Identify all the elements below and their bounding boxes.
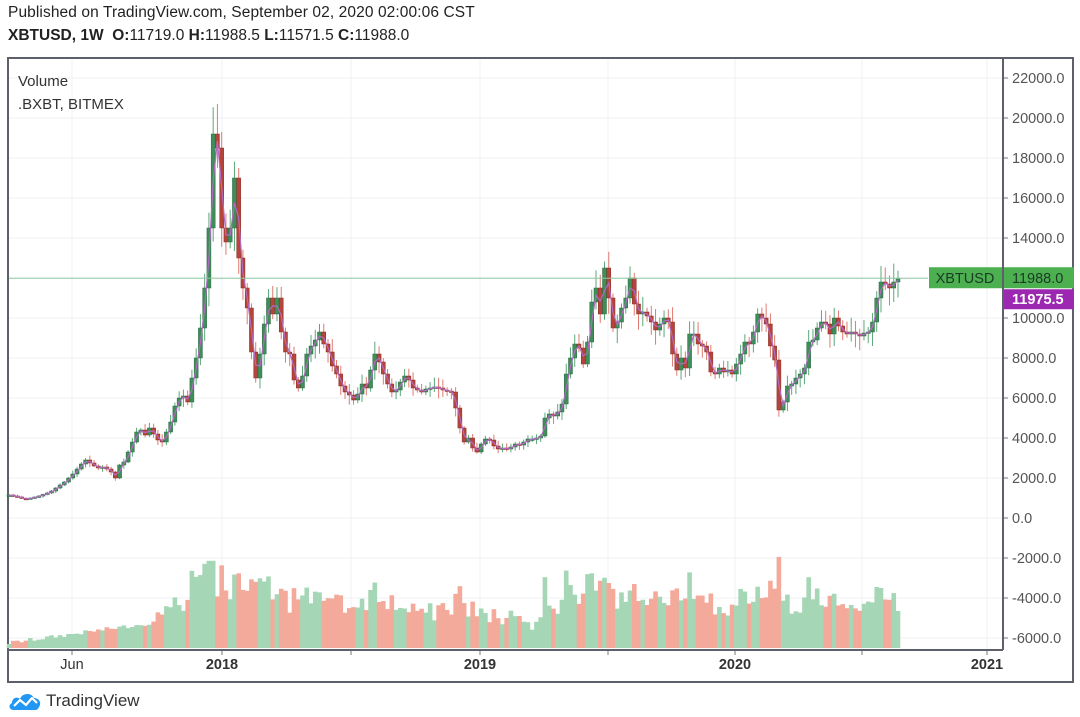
open-value: 11719.0 <box>129 27 185 44</box>
svg-text:Jun: Jun <box>60 657 83 673</box>
published-caption: Published on TradingView.com, September … <box>8 4 475 21</box>
chart-legend: Volume .BXBT, BITMEX <box>18 70 124 116</box>
svg-text:6000.0: 6000.0 <box>1012 391 1056 407</box>
chart-grid <box>9 59 1003 650</box>
svg-text:2019: 2019 <box>464 657 496 673</box>
svg-text:-4000.0: -4000.0 <box>1012 591 1061 607</box>
svg-text:2020: 2020 <box>719 657 751 673</box>
close-label: C: <box>338 27 355 44</box>
svg-text:18000.0: 18000.0 <box>1012 151 1064 167</box>
cloud-logo-icon <box>9 693 41 710</box>
svg-text:2018: 2018 <box>206 657 238 673</box>
svg-text:16000.0: 16000.0 <box>1012 191 1064 207</box>
legend-index-source: .BXBT, BITMEX <box>18 96 124 113</box>
svg-text:8000.0: 8000.0 <box>1012 351 1056 367</box>
svg-text:-2000.0: -2000.0 <box>1012 551 1061 567</box>
legend-volume: Volume <box>18 73 69 90</box>
symbol-interval: XBTUSD, 1W <box>8 27 104 44</box>
volume-bars <box>6 556 901 648</box>
close-value: 11988.0 <box>354 27 410 44</box>
svg-text:-6000.0: -6000.0 <box>1012 631 1061 647</box>
high-label: H: <box>188 27 205 44</box>
brand-name: TradingView <box>46 691 140 710</box>
low-label: L: <box>264 27 279 44</box>
svg-text:11988.0: 11988.0 <box>1012 271 1063 287</box>
svg-text:2021: 2021 <box>971 657 1003 673</box>
svg-text:10000.0: 10000.0 <box>1012 311 1064 327</box>
price-labels: XBTUSD 11988.0 11975.5 <box>9 267 1074 310</box>
tradingview-logo[interactable]: TradingView <box>8 690 140 712</box>
chart-frame <box>7 57 1074 683</box>
svg-text:2000.0: 2000.0 <box>1012 471 1056 487</box>
candlestick-series <box>6 103 901 501</box>
open-label: O: <box>112 27 130 44</box>
svg-text:22000.0: 22000.0 <box>1012 71 1064 87</box>
price-axis[interactable]: 22000.020000.018000.016000.014000.012000… <box>1002 57 1064 650</box>
low-value: 11571.5 <box>278 27 334 44</box>
svg-text:4000.0: 4000.0 <box>1012 431 1056 447</box>
svg-text:14000.0: 14000.0 <box>1012 231 1064 247</box>
time-axis[interactable]: Jun 2018 2019 2020 2021 <box>7 649 1003 673</box>
svg-text:20000.0: 20000.0 <box>1012 111 1064 127</box>
svg-text:XBTUSD: XBTUSD <box>936 271 995 287</box>
svg-text:0.0: 0.0 <box>1012 511 1032 527</box>
index-line <box>8 140 899 500</box>
svg-text:11975.5: 11975.5 <box>1012 292 1064 308</box>
high-value: 11988.5 <box>205 27 260 44</box>
ohlc-header: XBTUSD, 1W O:11719.0 H:11988.5 L:11571.5… <box>8 27 409 45</box>
